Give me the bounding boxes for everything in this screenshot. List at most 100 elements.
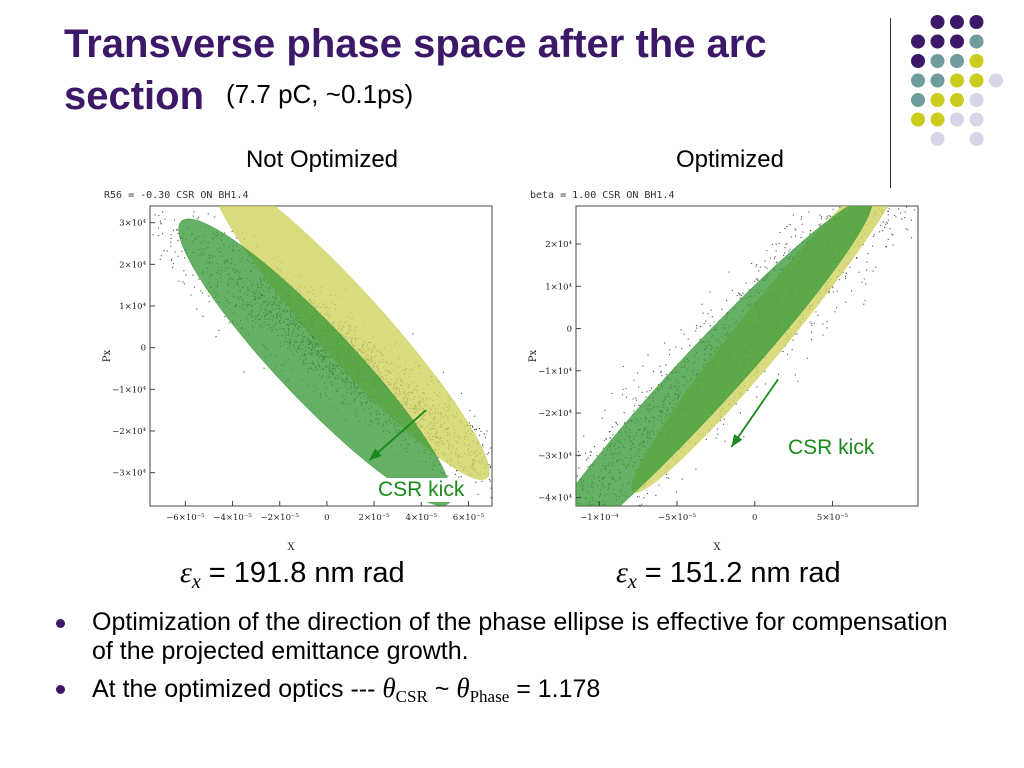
particle-point bbox=[558, 550, 559, 551]
particle-point bbox=[881, 201, 882, 202]
particle-point bbox=[872, 270, 874, 272]
decorative-dot bbox=[969, 73, 984, 88]
particle-point bbox=[636, 399, 638, 401]
particle-point bbox=[766, 267, 768, 269]
particle-point bbox=[743, 436, 745, 438]
decorative-dot bbox=[950, 93, 964, 107]
particle-point bbox=[783, 254, 785, 256]
csr-kick-annotation: CSR kick bbox=[376, 478, 467, 502]
theta-subscript-phase: Phase bbox=[469, 687, 510, 706]
particle-point bbox=[638, 404, 640, 406]
particle-point bbox=[504, 521, 505, 522]
green-phase-ellipse bbox=[576, 206, 872, 506]
particle-point bbox=[590, 523, 591, 524]
particle-point bbox=[584, 530, 585, 531]
particle-point bbox=[668, 477, 670, 479]
particle-point bbox=[557, 534, 558, 535]
particle-point bbox=[170, 245, 172, 247]
particle-point bbox=[681, 478, 683, 480]
particle-point bbox=[601, 417, 603, 419]
particle-point bbox=[792, 214, 794, 216]
particle-point bbox=[800, 218, 802, 220]
particle-point bbox=[617, 523, 618, 524]
particle-point bbox=[473, 429, 475, 431]
particle-point bbox=[751, 262, 753, 264]
particle-point bbox=[474, 415, 476, 417]
decorative-dot bbox=[969, 54, 984, 68]
particle-point bbox=[157, 227, 159, 229]
decorative-dot bbox=[930, 93, 945, 107]
particle-point bbox=[243, 371, 245, 373]
particle-point bbox=[661, 375, 663, 377]
particle-point bbox=[558, 532, 559, 533]
particle-point bbox=[748, 289, 750, 291]
particle-point bbox=[818, 224, 820, 226]
particle-point bbox=[695, 330, 697, 332]
particle-point bbox=[834, 311, 836, 313]
particle-point bbox=[196, 308, 198, 310]
particle-point bbox=[166, 250, 168, 252]
bullet-item: Optimization of the direction of the pha… bbox=[56, 608, 956, 666]
particle-point bbox=[207, 213, 209, 215]
particle-point bbox=[736, 295, 738, 297]
particle-point bbox=[709, 291, 711, 293]
particle-point bbox=[887, 238, 889, 240]
particle-point bbox=[861, 281, 863, 283]
particle-point bbox=[922, 187, 923, 188]
particle-point bbox=[826, 327, 828, 329]
particle-point bbox=[571, 529, 572, 530]
right-phase-space-chart: beta = 1.00 CSR ON BH1.4 −1×10⁻⁴ −5×10⁻⁵ 0 5… bbox=[528, 187, 923, 553]
x-tick-label: −4×10⁻⁵ bbox=[213, 513, 252, 523]
particle-point bbox=[874, 196, 875, 197]
particle-point bbox=[855, 192, 856, 193]
particle-point bbox=[505, 522, 506, 523]
particle-point bbox=[573, 484, 574, 485]
bullet-dot-icon bbox=[56, 685, 65, 694]
particle-point bbox=[632, 398, 634, 400]
particle-point bbox=[584, 540, 585, 541]
particle-point bbox=[699, 339, 701, 341]
particle-point bbox=[495, 463, 496, 464]
particle-point bbox=[573, 486, 574, 487]
particle-point bbox=[882, 197, 883, 198]
particle-point bbox=[882, 202, 883, 203]
particle-point bbox=[560, 475, 561, 476]
particle-point bbox=[162, 233, 164, 235]
particle-point bbox=[809, 321, 811, 323]
particle-point bbox=[553, 537, 554, 538]
particle-point bbox=[826, 320, 828, 322]
particle-point bbox=[177, 255, 179, 257]
particle-point bbox=[147, 212, 148, 213]
particle-point bbox=[489, 465, 491, 467]
particle-point bbox=[178, 280, 180, 282]
particle-point bbox=[820, 218, 822, 220]
decorative-dot bbox=[930, 15, 945, 29]
particle-point bbox=[590, 455, 592, 457]
particle-point bbox=[547, 547, 548, 548]
particle-point bbox=[177, 233, 179, 235]
particle-point bbox=[832, 208, 834, 210]
particle-point bbox=[544, 536, 545, 537]
particle-point bbox=[501, 480, 502, 481]
particle-point bbox=[578, 507, 579, 508]
particle-point bbox=[504, 494, 505, 495]
particle-point bbox=[716, 428, 718, 430]
particle-point bbox=[645, 396, 647, 398]
particle-point bbox=[564, 547, 565, 548]
emittance-symbol: ε bbox=[616, 556, 628, 589]
particle-point bbox=[666, 374, 668, 376]
particle-point bbox=[863, 190, 864, 191]
particle-point bbox=[559, 541, 560, 542]
particle-point bbox=[587, 457, 589, 459]
particle-point bbox=[550, 511, 551, 512]
decorative-dot bbox=[950, 34, 964, 49]
right-panel-label: Optimized bbox=[675, 146, 785, 173]
x-axis-label: X bbox=[287, 542, 295, 553]
particle-point bbox=[745, 282, 747, 284]
particle-point bbox=[658, 384, 660, 386]
particle-point bbox=[454, 473, 456, 475]
particle-point bbox=[789, 248, 791, 250]
particle-point bbox=[739, 297, 741, 299]
x-tick-label: −6×10⁻⁵ bbox=[166, 513, 205, 523]
particle-point bbox=[635, 397, 637, 399]
